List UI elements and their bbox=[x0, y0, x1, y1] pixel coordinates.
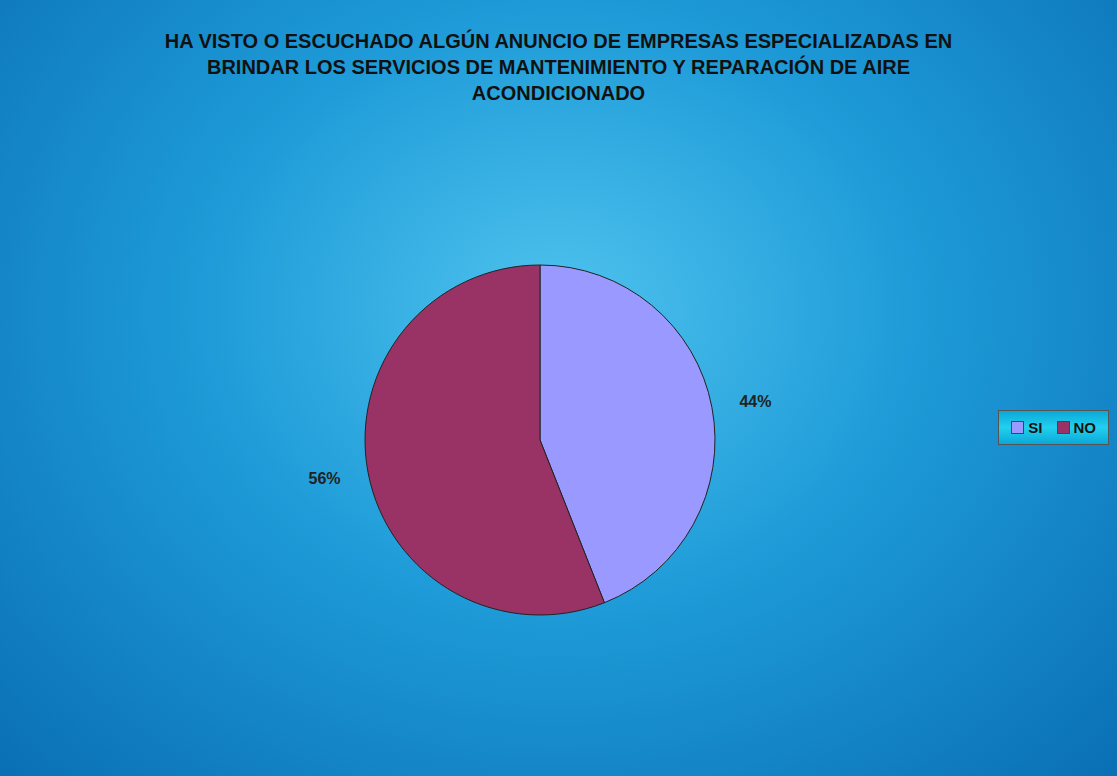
html-text:NO: NO bbox=[1073, 419, 1096, 436]
svg-text:56%: 56% bbox=[309, 470, 341, 487]
svg-text:44%: 44% bbox=[739, 393, 771, 410]
html-text:HA VISTO O ESCUCHADO ALGÚN ANU: HA VISTO O ESCUCHADO ALGÚN ANUNCIO DE EM… bbox=[164, 30, 953, 104]
html-text:SI: SI bbox=[1028, 419, 1043, 436]
